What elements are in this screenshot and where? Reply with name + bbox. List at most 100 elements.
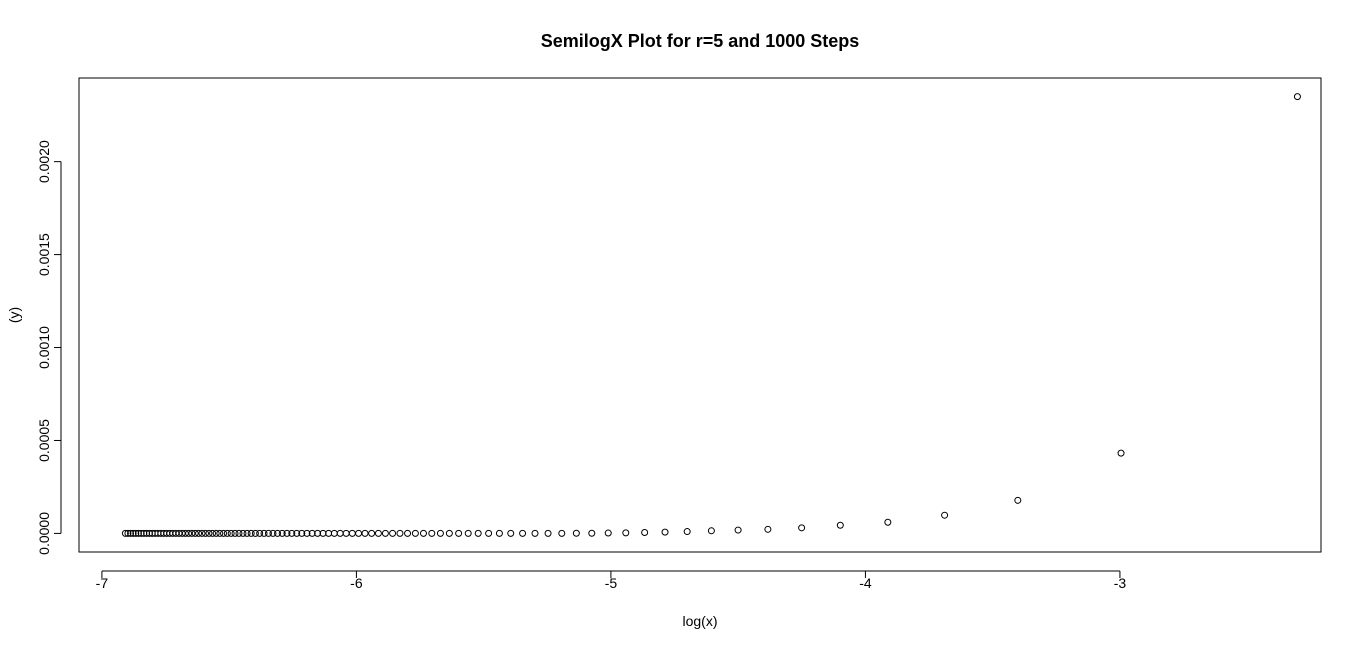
data-point [288, 529, 296, 537]
data-point [411, 529, 419, 537]
data-point [260, 529, 268, 537]
data-point [212, 529, 220, 537]
data-point [191, 529, 199, 537]
data-point [220, 529, 228, 537]
data-point [330, 529, 338, 537]
data-point [531, 529, 539, 537]
data-point [205, 529, 213, 537]
data-point [1117, 449, 1125, 457]
data-point [231, 529, 239, 537]
data-point [604, 529, 612, 537]
x-tick-label: -7 [96, 575, 109, 591]
data-point [495, 529, 503, 537]
data-point [223, 529, 231, 537]
y-tick-label: 0.0020 [36, 140, 52, 183]
data-point [124, 529, 132, 537]
data-point [227, 529, 235, 537]
data-point [436, 529, 444, 537]
data-point [389, 529, 397, 537]
data-point [374, 529, 382, 537]
data-point [278, 529, 286, 537]
data-point [485, 529, 493, 537]
data-point [185, 529, 193, 537]
data-point [544, 529, 552, 537]
data-point [127, 529, 135, 537]
data-point [355, 529, 363, 537]
data-point [121, 529, 129, 537]
x-axis: -7 -6 -5 -4 -3 [96, 570, 1127, 591]
data-point [1293, 93, 1301, 101]
data-point [235, 529, 243, 537]
data-point [1014, 496, 1022, 504]
y-tick-label: 0.0005 [36, 419, 52, 462]
y-axis: 0.0000 0.0005 0.0010 0.0015 0.0020 [36, 140, 62, 555]
chart-title: SemilogX Plot for r=5 and 1000 Steps [541, 31, 860, 51]
data-point [464, 529, 472, 537]
data-point [256, 529, 264, 537]
data-point [239, 529, 247, 537]
data-point [836, 521, 844, 529]
data-points [121, 93, 1301, 537]
data-point [134, 529, 142, 537]
data-point [368, 529, 376, 537]
data-point [641, 528, 649, 536]
plot-frame [78, 77, 1322, 553]
data-point [519, 529, 527, 537]
data-point [404, 529, 412, 537]
data-point [247, 529, 255, 537]
data-point [195, 529, 203, 537]
data-point [314, 529, 322, 537]
data-point [336, 529, 344, 537]
data-point [243, 529, 251, 537]
data-point [572, 529, 580, 537]
data-point [264, 529, 272, 537]
data-point [683, 528, 691, 536]
data-point [661, 528, 669, 536]
y-axis-label: (y) [6, 307, 22, 323]
data-point [283, 529, 291, 537]
data-point [274, 529, 282, 537]
data-point [137, 529, 145, 537]
data-point [269, 529, 277, 537]
data-point [132, 529, 140, 537]
x-tick-label: -6 [350, 575, 363, 591]
data-point [588, 529, 596, 537]
data-point [764, 525, 772, 533]
data-point [303, 529, 311, 537]
data-point [209, 529, 217, 537]
data-point [455, 529, 463, 537]
data-point [419, 529, 427, 537]
x-tick-label: -5 [605, 575, 618, 591]
data-point [622, 529, 630, 537]
data-point [558, 529, 566, 537]
data-point [216, 529, 224, 537]
data-point [308, 529, 316, 537]
data-point [941, 511, 949, 519]
data-point [251, 529, 259, 537]
x-axis-label: log(x) [682, 613, 717, 629]
x-tick-label: -3 [1114, 575, 1127, 591]
data-point [129, 529, 137, 537]
data-point [348, 529, 356, 537]
data-point [381, 529, 389, 537]
data-point [428, 529, 436, 537]
y-tick-label: 0.0010 [36, 326, 52, 369]
data-point [507, 529, 515, 537]
y-tick-label: 0.0000 [36, 512, 52, 555]
data-point [181, 529, 189, 537]
data-point [884, 518, 892, 526]
data-point [798, 524, 806, 532]
data-point [293, 529, 301, 537]
data-point [198, 529, 206, 537]
data-point [201, 529, 209, 537]
data-point [734, 526, 742, 534]
data-point [396, 529, 404, 537]
data-point [361, 529, 369, 537]
data-point [342, 529, 350, 537]
y-tick-label: 0.0015 [36, 233, 52, 276]
x-tick-label: -4 [859, 575, 872, 591]
data-point [707, 527, 715, 535]
data-point [445, 529, 453, 537]
data-point [298, 529, 306, 537]
